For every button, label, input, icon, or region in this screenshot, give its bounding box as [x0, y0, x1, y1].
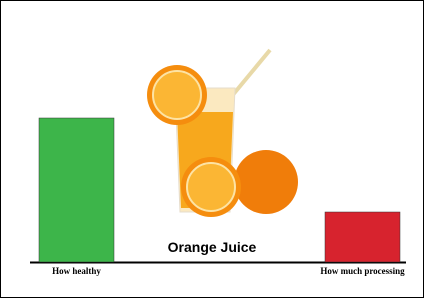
chart: Orange Juice How healthy How much process…	[0, 0, 424, 298]
x-tick-label: How much processing	[320, 266, 405, 276]
x-tick-label: How healthy	[52, 266, 101, 276]
whole-orange	[234, 150, 298, 214]
chart-title: Orange Juice	[168, 239, 257, 255]
bar	[325, 212, 400, 262]
orange-slice-inner	[153, 71, 201, 119]
bar	[39, 118, 114, 262]
orange-half-inner	[187, 163, 235, 211]
